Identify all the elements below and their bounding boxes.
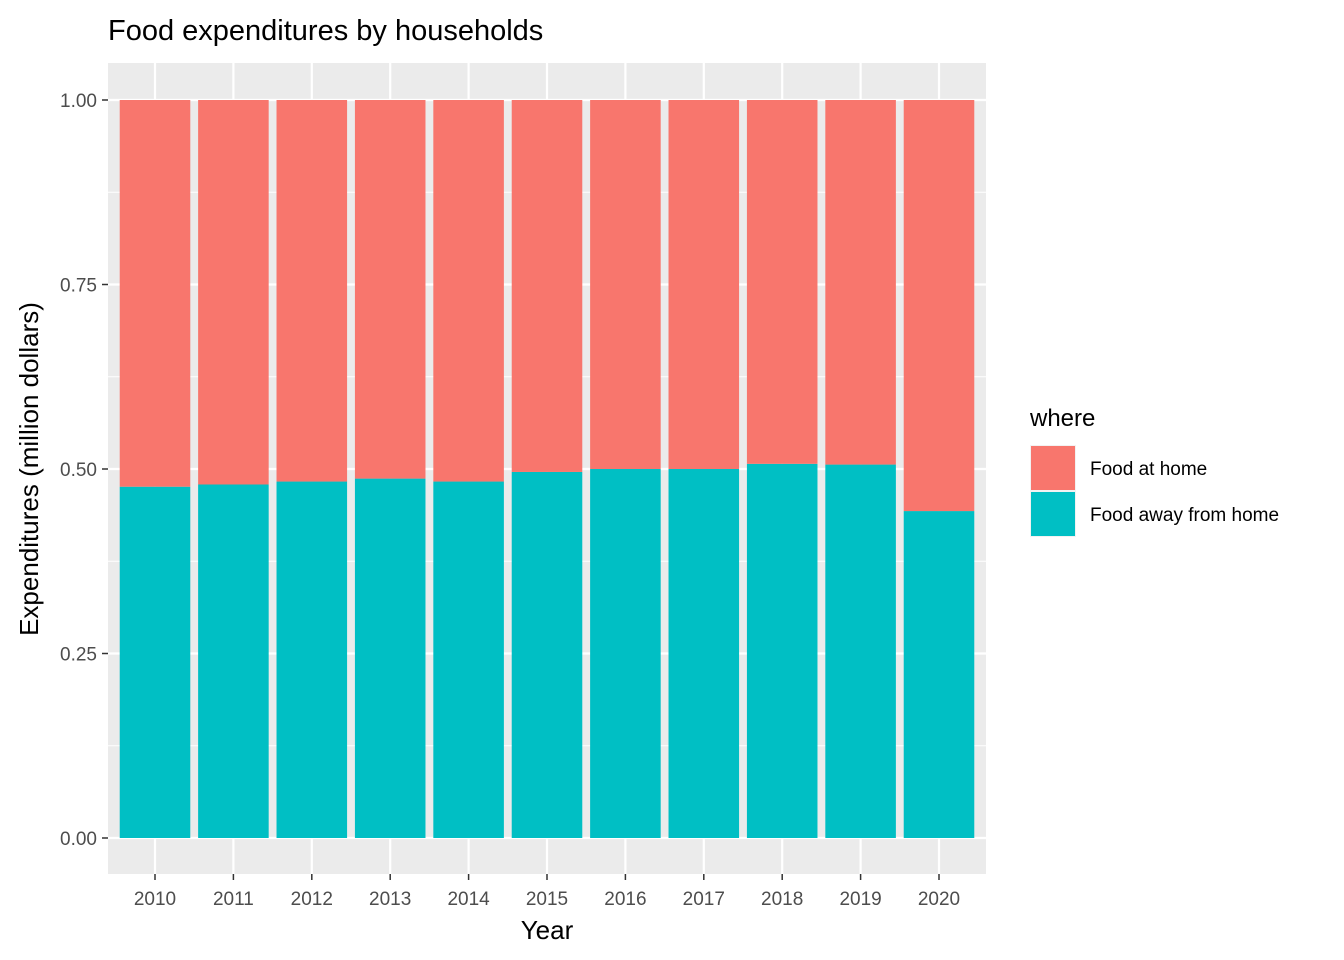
bar-segment (825, 464, 896, 838)
x-tick-label: 2012 (291, 889, 333, 910)
bar-segment (354, 478, 426, 838)
y-tick-label: 0.75 (60, 276, 97, 297)
bar-segment (590, 100, 661, 469)
x-tick-label: 2019 (839, 889, 881, 910)
bar-segment (198, 484, 269, 838)
legend: where Food at home Food away from home (1029, 405, 1279, 537)
bar-segment (119, 100, 191, 487)
y-tick-label: 0.25 (60, 645, 97, 666)
x-tick-label: 2011 (213, 889, 254, 910)
y-axis: 0.00 0.25 0.50 0.75 1.00 (60, 91, 108, 850)
bar-segment (433, 481, 504, 838)
legend-label: Food at home (1090, 459, 1207, 480)
bar-segment (198, 100, 269, 485)
bar-segment (511, 100, 583, 472)
legend-label: Food away from home (1090, 505, 1279, 526)
bar-segment (276, 100, 348, 482)
x-tick-label: 2013 (369, 889, 411, 910)
bar-segment (746, 100, 818, 464)
bar-segment (433, 100, 504, 482)
bar-segment (276, 481, 348, 838)
bar-segment (903, 100, 975, 512)
bar-segment (354, 100, 426, 479)
bar-segment (746, 463, 818, 838)
legend-title: where (1029, 405, 1095, 432)
y-tick-label: 1.00 (60, 91, 97, 112)
bar-segment (119, 486, 191, 838)
bar-segment (668, 469, 740, 838)
y-axis-title: Expenditures (million dollars) (14, 302, 44, 636)
x-tick-label: 2017 (683, 889, 725, 910)
chart-title: Food expenditures by households (108, 15, 543, 47)
x-tick-label: 2010 (134, 889, 176, 910)
y-tick-label: 0.00 (60, 829, 97, 850)
bar-segment (668, 100, 740, 469)
x-tick-label: 2015 (526, 889, 568, 910)
legend-items: Food at home Food away from home (1030, 445, 1279, 537)
x-tick-label: 2014 (447, 889, 490, 910)
x-tick-label: 2016 (604, 889, 646, 910)
legend-swatch (1031, 492, 1075, 536)
y-tick-label: 0.50 (60, 460, 97, 481)
x-tick-label: 2018 (761, 889, 803, 910)
x-axis-title: Year (521, 915, 574, 945)
x-axis: 2010 2011 2012 2013 2014 2015 2016 2017 2018 2019… (134, 874, 960, 910)
x-tick-label: 2020 (918, 889, 960, 910)
bar-segment (825, 100, 896, 465)
bars (119, 100, 975, 838)
bar-segment (903, 511, 975, 838)
bar-segment (590, 469, 661, 838)
bar-segment (511, 471, 583, 838)
legend-swatch (1031, 446, 1075, 490)
